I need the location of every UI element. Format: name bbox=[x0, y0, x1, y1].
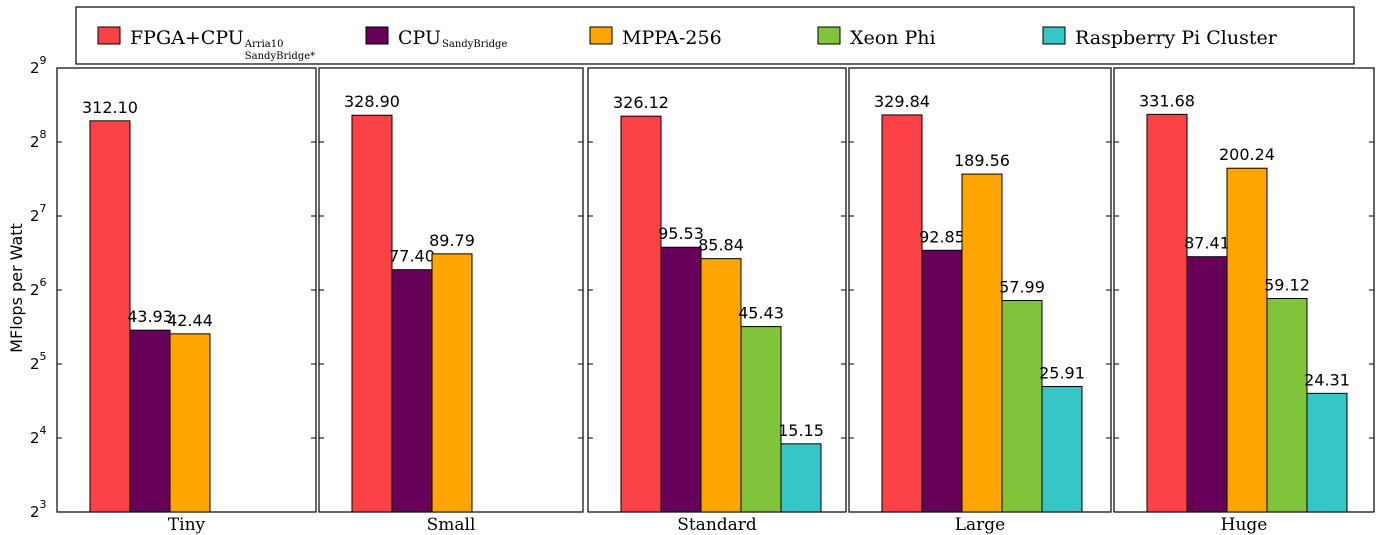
bar bbox=[620, 115, 662, 513]
bar bbox=[391, 269, 433, 513]
data-label: 92.85 bbox=[919, 227, 965, 246]
bar bbox=[1186, 256, 1228, 513]
data-label: 326.12 bbox=[613, 93, 669, 112]
legend-label: Xeon Phi bbox=[850, 27, 936, 49]
y-axis-ticks: 23 24 25 26 27 28 29 bbox=[30, 54, 47, 521]
data-label: 85.84 bbox=[698, 236, 744, 255]
y-tick-label: 28 bbox=[30, 128, 47, 151]
data-label: 25.91 bbox=[1039, 364, 1085, 383]
y-tick-label: 25 bbox=[30, 350, 47, 373]
legend-entry: Raspberry Pi Cluster bbox=[1042, 26, 1278, 49]
bar bbox=[431, 253, 473, 513]
y-tick-label: 26 bbox=[30, 276, 47, 299]
data-label: 77.40 bbox=[389, 247, 435, 266]
data-label: 312.10 bbox=[82, 98, 138, 117]
legend-swatch bbox=[589, 26, 613, 45]
legend-swatch bbox=[1042, 26, 1066, 45]
data-label: 95.53 bbox=[658, 224, 704, 243]
legend-label: MPPA-256 bbox=[622, 27, 722, 49]
data-label: 328.90 bbox=[344, 92, 400, 111]
panel-large: 329.84 92.85 189.56 57.99 25.91 Large bbox=[848, 67, 1112, 535]
legend-swatch bbox=[97, 26, 121, 45]
bar bbox=[1306, 392, 1348, 513]
x-tick-label: Huge bbox=[1221, 515, 1268, 535]
legend-label: Raspberry Pi Cluster bbox=[1075, 27, 1278, 49]
bar bbox=[1001, 300, 1043, 513]
legend-subscript: SandyBridge* bbox=[245, 51, 315, 62]
y-axis-label: MFlops per Watt bbox=[7, 223, 26, 353]
bar bbox=[89, 120, 131, 513]
bar bbox=[351, 114, 393, 513]
legend-label: CPU bbox=[398, 27, 441, 49]
data-label: 200.24 bbox=[1219, 145, 1275, 164]
bar bbox=[700, 258, 742, 513]
x-tick-label: Large bbox=[955, 515, 1006, 535]
legend-entry: MPPA-256 bbox=[589, 26, 722, 49]
bar bbox=[660, 246, 702, 513]
data-label: 189.56 bbox=[954, 151, 1010, 170]
y-tick-label: 29 bbox=[30, 54, 47, 77]
bar bbox=[129, 329, 171, 513]
legend-label: FPGA+CPU bbox=[130, 27, 244, 49]
data-label: 43.93 bbox=[127, 307, 173, 326]
legend-entry: CPU SandyBridge bbox=[365, 26, 507, 50]
bar bbox=[1266, 297, 1308, 513]
bar bbox=[740, 326, 782, 513]
legend-swatch bbox=[365, 26, 389, 45]
data-label: 57.99 bbox=[999, 278, 1045, 297]
data-label: 331.68 bbox=[1139, 91, 1195, 110]
bar bbox=[169, 333, 211, 513]
x-tick-label: Standard bbox=[677, 515, 757, 535]
bar bbox=[780, 443, 822, 513]
data-label: 15.15 bbox=[778, 421, 824, 440]
bar bbox=[1146, 113, 1188, 513]
x-tick-label: Small bbox=[427, 515, 476, 535]
bar bbox=[961, 173, 1003, 513]
legend-subscript: Arria10 bbox=[244, 39, 284, 50]
data-label: 87.41 bbox=[1184, 234, 1230, 253]
legend-box bbox=[75, 6, 1355, 65]
data-label: 89.79 bbox=[429, 231, 475, 250]
data-label: 45.43 bbox=[738, 304, 784, 323]
bar bbox=[1041, 386, 1083, 513]
x-tick-label: Tiny bbox=[168, 515, 206, 535]
data-label: 329.84 bbox=[874, 92, 930, 111]
bar bbox=[921, 249, 963, 513]
legend-entry: Xeon Phi bbox=[817, 26, 936, 49]
data-label: 24.31 bbox=[1304, 370, 1350, 389]
legend-subscript: SandyBridge bbox=[442, 39, 507, 50]
y-tick-label: 27 bbox=[30, 202, 47, 225]
y-tick-label: 24 bbox=[30, 424, 47, 447]
panel-huge: 331.68 87.41 200.24 59.12 24.31 Huge bbox=[1113, 67, 1375, 535]
legend-swatch bbox=[817, 26, 841, 45]
bar bbox=[881, 114, 923, 513]
y-tick-label: 23 bbox=[30, 498, 47, 521]
data-label: 59.12 bbox=[1264, 275, 1310, 294]
bar bbox=[1226, 167, 1268, 513]
data-label: 42.44 bbox=[167, 311, 213, 330]
